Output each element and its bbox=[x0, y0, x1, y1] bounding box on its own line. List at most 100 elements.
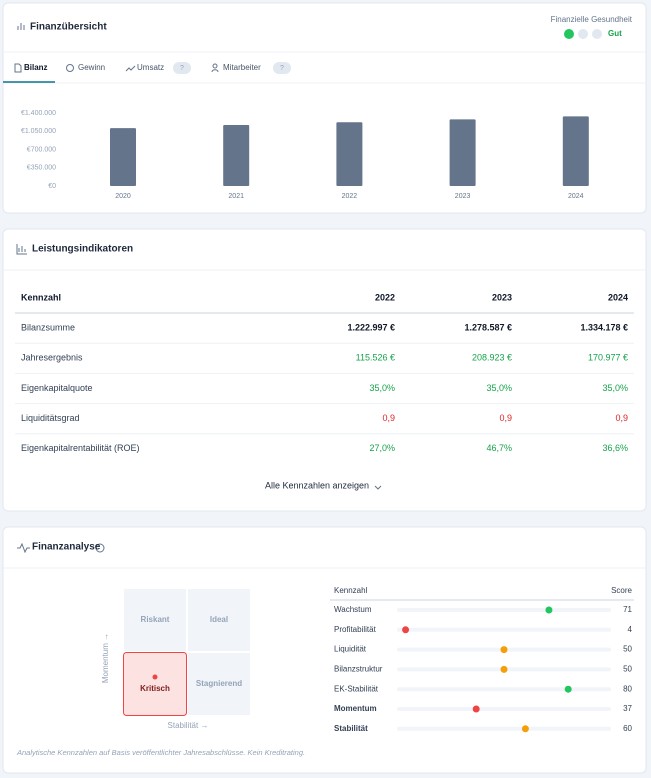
chart-icon bbox=[17, 23, 25, 30]
indicators-card bbox=[2, 228, 647, 512]
quadrant bbox=[123, 652, 187, 716]
x-tick-label: 2024 bbox=[568, 193, 584, 200]
score-label: Wachstum bbox=[334, 605, 372, 614]
score-value: 80 bbox=[623, 684, 632, 693]
tab-badge bbox=[173, 62, 191, 74]
icons bbox=[14, 23, 382, 554]
tab: Umsatz bbox=[137, 63, 164, 72]
tab: Mitarbeiter bbox=[223, 63, 261, 72]
y-tick-label: €0 bbox=[48, 183, 56, 190]
score-label: Profitabilität bbox=[334, 625, 377, 634]
cell: 0,9 bbox=[615, 413, 628, 423]
note: Analytische Kennzahlen auf Basis veröffe… bbox=[16, 748, 305, 757]
axis-label: Stabilität → bbox=[168, 721, 209, 730]
score-track bbox=[397, 707, 611, 711]
cell: 0,9 bbox=[382, 413, 395, 423]
row-label: Bilanzsumme bbox=[21, 322, 75, 332]
bar bbox=[449, 119, 476, 186]
tab: Bilanz bbox=[24, 63, 48, 72]
y-tick-label: €1.400.000 bbox=[21, 110, 56, 117]
column-header: Kennzahl bbox=[21, 292, 61, 302]
cell: 208.923 € bbox=[472, 353, 512, 363]
tab-badge-text: ? bbox=[180, 65, 184, 72]
column-header: 2024 bbox=[608, 292, 628, 302]
health-dot bbox=[592, 29, 602, 39]
score-value: 71 bbox=[623, 605, 632, 614]
quadrant-label: Riskant bbox=[141, 615, 170, 624]
info-icon bbox=[95, 543, 105, 553]
column-header: 2023 bbox=[492, 292, 512, 302]
score-track bbox=[397, 627, 611, 632]
column-header: 2022 bbox=[375, 292, 395, 302]
doc-icon bbox=[14, 63, 22, 73]
row-label: Eigenkapitalquote bbox=[21, 383, 93, 393]
quadrant bbox=[123, 588, 187, 652]
row-label: Eigenkapitalrentabilität (ROE) bbox=[21, 443, 140, 453]
quadrant-label: Stagnierend bbox=[196, 679, 242, 688]
tab: Gewinn bbox=[78, 63, 105, 72]
y-tick-label: €700.000 bbox=[27, 146, 56, 153]
card-title: Leistungsindikatoren bbox=[32, 244, 133, 255]
health-dot bbox=[578, 29, 588, 39]
score-value: 50 bbox=[623, 645, 632, 654]
cell: 1.278.587 € bbox=[464, 322, 512, 332]
cell: 170.977 € bbox=[588, 353, 628, 363]
score-track bbox=[397, 726, 611, 731]
cell: 0,9 bbox=[499, 413, 512, 423]
quadrant-label: Ideal bbox=[210, 615, 228, 624]
score-label: EK-Stabilität bbox=[334, 684, 379, 693]
row-label: Jahresergebnis bbox=[21, 353, 83, 363]
tab-badge-text: ? bbox=[280, 65, 284, 72]
cell: 27,0% bbox=[369, 443, 395, 453]
x-tick-label: 2023 bbox=[455, 193, 471, 200]
column-header: Kennzahl bbox=[334, 586, 368, 595]
score-dot bbox=[500, 665, 508, 673]
score-dot bbox=[521, 725, 529, 733]
trend-icon bbox=[125, 65, 136, 72]
x-tick-label: 2021 bbox=[228, 193, 244, 200]
bars-icon bbox=[16, 244, 27, 255]
cell: 1.334.178 € bbox=[580, 322, 628, 332]
overview-card bbox=[2, 2, 647, 214]
people-icon bbox=[212, 63, 218, 69]
cell: 46,7% bbox=[486, 443, 512, 453]
score-label: Liquidität bbox=[334, 645, 367, 654]
y-tick-label: €1.050.000 bbox=[21, 128, 56, 135]
bar bbox=[562, 116, 589, 186]
row-label: Liquiditätsgrad bbox=[21, 413, 80, 423]
cell: 35,0% bbox=[602, 383, 628, 393]
tab-badge bbox=[273, 62, 291, 74]
axis-label: Momentum → bbox=[101, 633, 110, 683]
score-dot bbox=[500, 646, 508, 654]
cell: 115.526 € bbox=[356, 353, 395, 363]
score-dot bbox=[402, 626, 410, 634]
score-value: 60 bbox=[623, 724, 632, 733]
x-tick-label: 2022 bbox=[342, 193, 358, 200]
y-tick-label: €350.000 bbox=[27, 165, 56, 172]
score-track bbox=[397, 608, 611, 612]
column-header: Score bbox=[611, 586, 632, 595]
card-title: Finanzanalyse bbox=[32, 542, 101, 553]
health-dot bbox=[564, 29, 574, 39]
show-all-link[interactable]: Alle Kennzahlen anzeigen bbox=[265, 480, 369, 490]
score-label: Bilanzstruktur bbox=[334, 665, 383, 674]
chevron-icon bbox=[211, 69, 382, 490]
cell: 1.222.997 € bbox=[347, 322, 395, 332]
health-label: Finanzielle Gesundheit bbox=[551, 15, 633, 24]
score-label: Stabilität bbox=[334, 724, 368, 733]
cell: 36,6% bbox=[602, 443, 628, 453]
bar bbox=[223, 124, 250, 186]
cell: 35,0% bbox=[369, 383, 395, 393]
health-status: Gut bbox=[608, 29, 622, 38]
score-dot bbox=[545, 606, 553, 614]
score-value: 50 bbox=[623, 665, 632, 674]
score-label: Momentum bbox=[334, 704, 377, 713]
position-dot bbox=[152, 674, 158, 680]
pulse-icon bbox=[17, 542, 30, 554]
x-tick-label: 2020 bbox=[115, 193, 131, 200]
quadrant bbox=[187, 588, 251, 652]
quadrant-label: Kritisch bbox=[140, 684, 170, 693]
score-track bbox=[397, 687, 611, 692]
score-value: 37 bbox=[623, 704, 632, 713]
